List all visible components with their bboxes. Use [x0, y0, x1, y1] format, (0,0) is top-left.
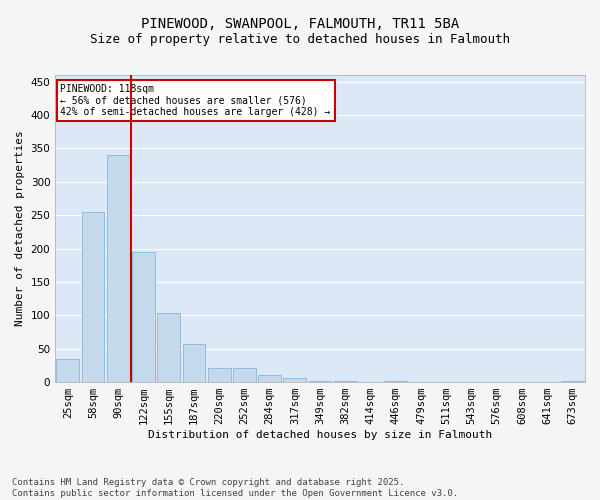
- Text: Contains HM Land Registry data © Crown copyright and database right 2025.
Contai: Contains HM Land Registry data © Crown c…: [12, 478, 458, 498]
- Bar: [157, 314, 180, 382]
- Bar: [182, 344, 205, 382]
- Text: PINEWOOD: 118sqm
← 56% of detached houses are smaller (576)
42% of semi-detached: PINEWOOD: 118sqm ← 56% of detached house…: [61, 84, 331, 117]
- Y-axis label: Number of detached properties: Number of detached properties: [15, 130, 25, 326]
- Text: PINEWOOD, SWANPOOL, FALMOUTH, TR11 5BA: PINEWOOD, SWANPOOL, FALMOUTH, TR11 5BA: [141, 18, 459, 32]
- Bar: [132, 252, 155, 382]
- X-axis label: Distribution of detached houses by size in Falmouth: Distribution of detached houses by size …: [148, 430, 492, 440]
- Bar: [561, 380, 584, 382]
- Bar: [283, 378, 306, 382]
- Bar: [82, 212, 104, 382]
- Bar: [309, 380, 331, 382]
- Bar: [208, 368, 230, 382]
- Text: Size of property relative to detached houses in Falmouth: Size of property relative to detached ho…: [90, 32, 510, 46]
- Bar: [107, 155, 130, 382]
- Bar: [56, 358, 79, 382]
- Bar: [233, 368, 256, 382]
- Bar: [258, 374, 281, 382]
